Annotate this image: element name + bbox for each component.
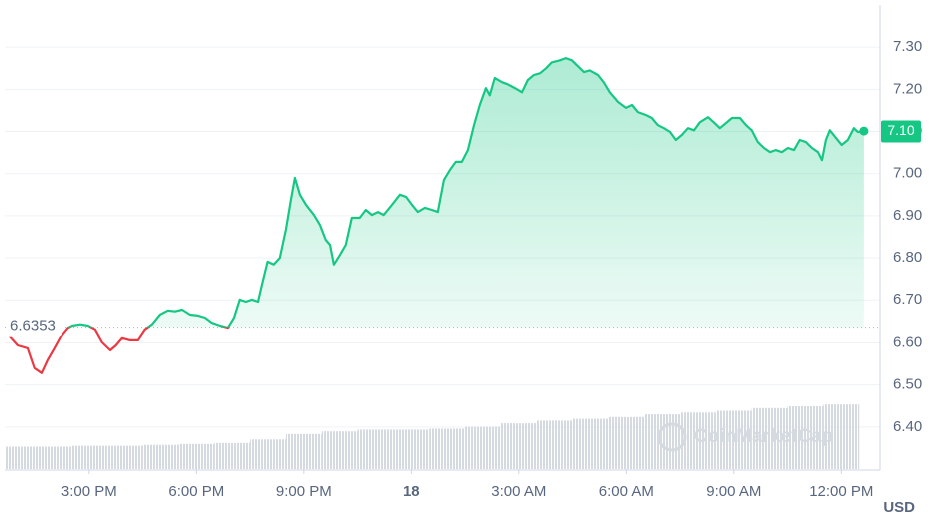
volume-bar xyxy=(429,428,466,469)
x-tick-label: 12:00 PM xyxy=(809,483,873,500)
y-tick-label: 6.40 xyxy=(893,418,922,435)
baseline-label: 6.6353 xyxy=(10,318,56,335)
volume-bar xyxy=(823,404,860,469)
y-tick-label: 6.80 xyxy=(893,249,922,266)
volume-bar xyxy=(5,446,36,469)
volume-bar xyxy=(106,445,143,469)
y-tick-label: 6.60 xyxy=(893,333,922,350)
volume-bar xyxy=(644,414,681,469)
volume-bar xyxy=(321,431,358,469)
volume-bar xyxy=(35,446,71,469)
x-tick-label: 3:00 PM xyxy=(61,483,117,500)
volume-bar xyxy=(787,406,824,469)
last-point xyxy=(859,126,869,136)
volume-bar xyxy=(393,429,430,469)
y-tick-label: 7.30 xyxy=(893,38,922,55)
y-tick-label: 6.90 xyxy=(893,207,922,224)
x-tick-label: 6:00 AM xyxy=(599,483,654,500)
volume-bar xyxy=(178,443,215,469)
volume-bar xyxy=(715,410,752,469)
volume-bar xyxy=(357,429,394,469)
y-tick-label: 7.00 xyxy=(893,165,922,182)
volume-bar xyxy=(70,445,107,469)
price-line xyxy=(9,57,865,374)
x-tick-label: 6:00 PM xyxy=(168,483,224,500)
x-tick-label: 9:00 PM xyxy=(276,483,332,500)
volume-bar xyxy=(500,423,537,469)
volume-bar xyxy=(465,426,501,469)
volume-bar xyxy=(214,442,251,469)
x-tick-label: 3:00 AM xyxy=(491,483,546,500)
price-area xyxy=(10,58,864,328)
volume-bar xyxy=(751,407,788,469)
watermark: CoinMarketCap xyxy=(694,426,833,447)
currency-label: USD xyxy=(883,499,915,516)
volume-bar xyxy=(536,420,573,469)
volume-bar xyxy=(250,439,286,469)
volume-bar xyxy=(572,418,609,469)
baseline-label-bg xyxy=(6,316,62,337)
volume-bar xyxy=(142,444,179,469)
price-tag xyxy=(881,120,921,143)
volume-bar xyxy=(285,433,322,469)
watermark-logo xyxy=(657,422,687,452)
volume-bar xyxy=(680,412,716,469)
price-tag-label: 7.10 xyxy=(887,122,914,138)
x-tick-label: 18 xyxy=(403,483,420,500)
y-tick-label: 7.20 xyxy=(893,80,922,97)
volume-bar xyxy=(608,416,645,469)
y-tick-label: 6.70 xyxy=(893,291,922,308)
x-tick-label: 9:00 AM xyxy=(706,483,761,500)
y-tick-label: 6.50 xyxy=(893,376,922,393)
